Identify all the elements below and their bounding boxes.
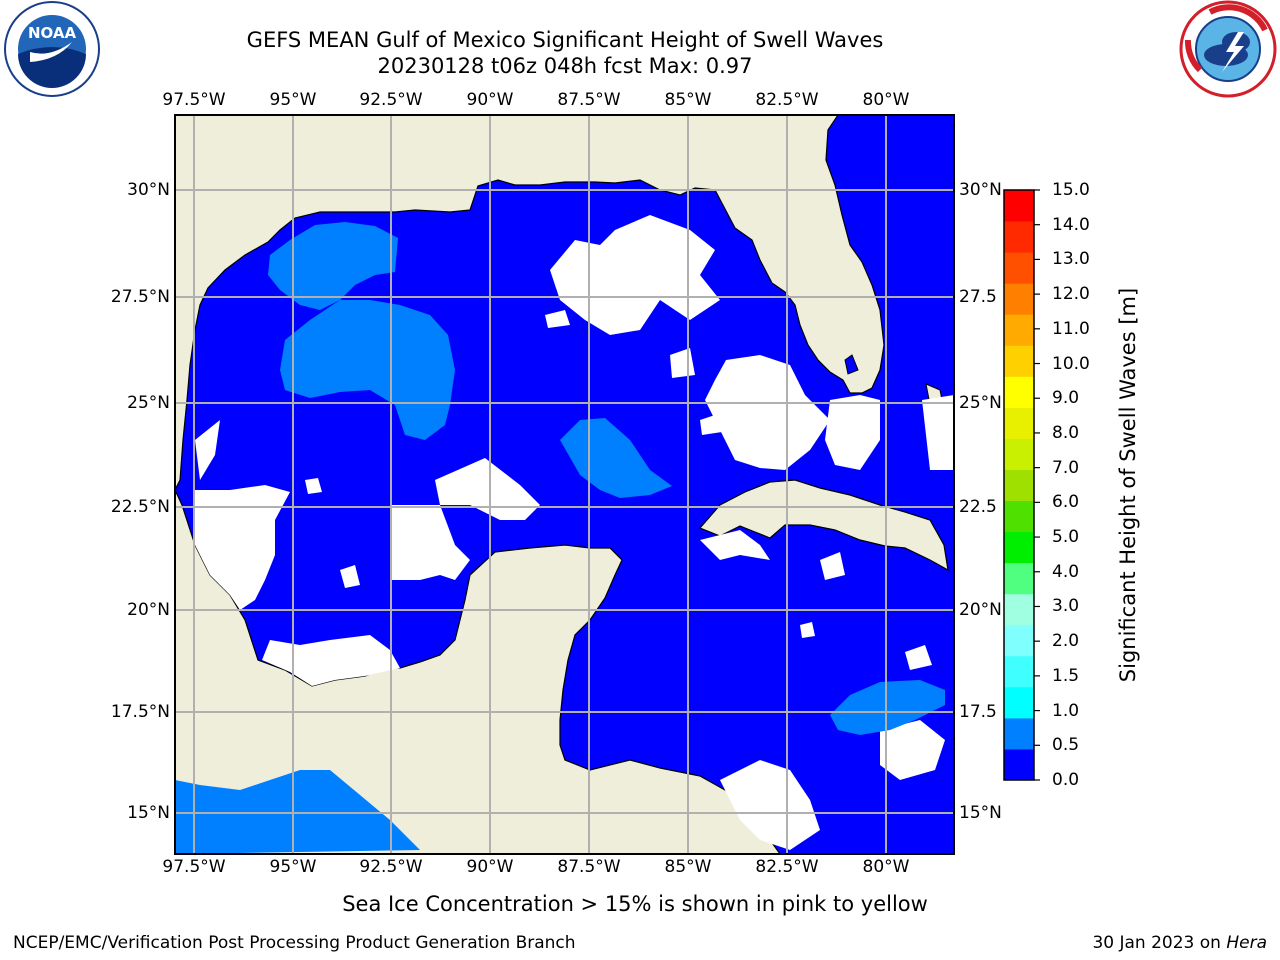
lon-tick-top: 87.5°W xyxy=(557,90,621,110)
footer-host: Hera xyxy=(1226,933,1267,953)
colorbar-tick: 15.0 xyxy=(1052,180,1090,200)
colorbar-segment xyxy=(1004,283,1034,315)
map-subtitle: 20230128 t06z 048h fcst Max: 0.97 xyxy=(377,54,753,78)
colorbar-segment xyxy=(1004,469,1034,502)
land-cuba xyxy=(698,479,949,572)
lat-tick-left: 27.5°N xyxy=(110,287,170,307)
colorbar-tick: 5.0 xyxy=(1052,527,1080,548)
lon-tick-bottom: 95°W xyxy=(269,857,317,877)
footer-date: 30 Jan 2023 on Hera xyxy=(1092,933,1267,953)
lon-tick-bottom: 85°W xyxy=(664,857,712,877)
colorbar-segment xyxy=(1004,531,1034,564)
lat-tick-left: 20°N xyxy=(127,600,170,620)
colorbar-tick: 6.0 xyxy=(1052,492,1080,513)
no-data-areas xyxy=(195,215,954,850)
colorbar-tick: 12.0 xyxy=(1052,284,1090,305)
lon-tick-top: 97.5°W xyxy=(162,90,226,110)
colorbar-segment xyxy=(1004,221,1034,253)
lat-tick-right: 27.5 xyxy=(959,287,997,307)
map-frame xyxy=(174,114,955,855)
map-area xyxy=(174,114,955,855)
lat-tick-right: 20°N xyxy=(959,600,1002,620)
colorbar-segment xyxy=(1004,438,1034,470)
colorbar-segment xyxy=(1004,345,1034,377)
lon-tick-top: 82.5°W xyxy=(755,90,819,110)
lat-tick-right: 17.5 xyxy=(959,702,997,722)
footer-credit: NCEP/EMC/Verification Post Processing Pr… xyxy=(13,933,576,953)
colorbar-tick: 14.0 xyxy=(1052,214,1090,235)
colorbar xyxy=(1003,189,1040,781)
lon-tick-top: 80°W xyxy=(862,90,910,110)
footer-date-text: 30 Jan 2023 on xyxy=(1092,933,1227,953)
colorbar-tick: 8.0 xyxy=(1052,422,1080,443)
lat-tick-left: 22.5°N xyxy=(110,497,170,517)
lat-tick-right: 15°N xyxy=(959,803,1002,823)
lon-tick-bottom: 97.5°W xyxy=(162,857,226,877)
ocean-swell-0.5-1.0 xyxy=(175,222,945,854)
colorbar-tick: 4.0 xyxy=(1052,561,1080,582)
colorbar-tick: 3.0 xyxy=(1052,596,1080,617)
colorbar-segment xyxy=(1004,655,1034,688)
lat-tick-left: 17.5°N xyxy=(110,702,170,722)
lon-tick-bottom: 87.5°W xyxy=(557,857,621,877)
noaa-logo: NOAA xyxy=(4,1,100,97)
colorbar-segment xyxy=(1004,624,1034,657)
noaa-logo-text: NOAA xyxy=(28,24,77,42)
lat-tick-left: 25°N xyxy=(127,393,170,413)
lon-tick-top: 92.5°W xyxy=(359,90,423,110)
colorbar-segment xyxy=(1004,562,1034,595)
lat-tick-right: 25°N xyxy=(959,393,1002,413)
colorbar-tick: 1.0 xyxy=(1052,700,1080,721)
colorbar-segment xyxy=(1004,686,1034,719)
lon-tick-bottom: 90°W xyxy=(466,857,514,877)
colorbar-segment xyxy=(1004,376,1034,408)
colorbar-frame xyxy=(1003,189,1035,781)
colorbar-segment xyxy=(1004,748,1034,781)
colorbar-segment xyxy=(1004,500,1034,533)
lon-tick-bottom: 82.5°W xyxy=(755,857,819,877)
nws-logo xyxy=(1179,0,1277,98)
map-gridlines xyxy=(175,115,954,854)
lon-tick-top: 90°W xyxy=(466,90,514,110)
colorbar-tick: 2.0 xyxy=(1052,631,1080,652)
lon-tick-top: 95°W xyxy=(269,90,317,110)
sea-ice-note: Sea Ice Concentration > 15% is shown in … xyxy=(0,891,1280,917)
sea-ice-note-text: Sea Ice Concentration > 15% is shown in … xyxy=(342,892,928,916)
lat-tick-left: 30°N xyxy=(127,180,170,200)
colorbar-tick: 0.0 xyxy=(1052,770,1080,790)
lat-tick-right: 22.5 xyxy=(959,497,997,517)
map-title: GEFS MEAN Gulf of Mexico Significant Hei… xyxy=(246,28,884,52)
colorbar-tick: 13.0 xyxy=(1052,249,1090,270)
colorbar-segment xyxy=(1004,407,1034,439)
colorbar-tick: 7.0 xyxy=(1052,457,1080,478)
lon-tick-bottom: 80°W xyxy=(862,857,910,877)
lon-tick-top: 85°W xyxy=(664,90,712,110)
colorbar-tick: 10.0 xyxy=(1052,353,1090,374)
colorbar-segment xyxy=(1004,314,1034,346)
colorbar-segment xyxy=(1004,717,1034,750)
colorbar-segment xyxy=(1004,593,1034,626)
colorbar-segment xyxy=(1004,190,1034,222)
colorbar-tick: 11.0 xyxy=(1052,318,1090,339)
colorbar-tick: 0.5 xyxy=(1052,735,1080,756)
colorbar-tick: 1.5 xyxy=(1052,665,1080,686)
colorbar-tick: 9.0 xyxy=(1052,388,1080,409)
lat-tick-right: 30°N xyxy=(959,180,1002,200)
colorbar-label: Significant Height of Swell Waves [m] xyxy=(1116,287,1140,683)
lat-tick-left: 15°N xyxy=(127,803,170,823)
land-mexico xyxy=(175,489,781,854)
lon-tick-bottom: 92.5°W xyxy=(359,857,423,877)
colorbar-segment xyxy=(1004,252,1034,284)
